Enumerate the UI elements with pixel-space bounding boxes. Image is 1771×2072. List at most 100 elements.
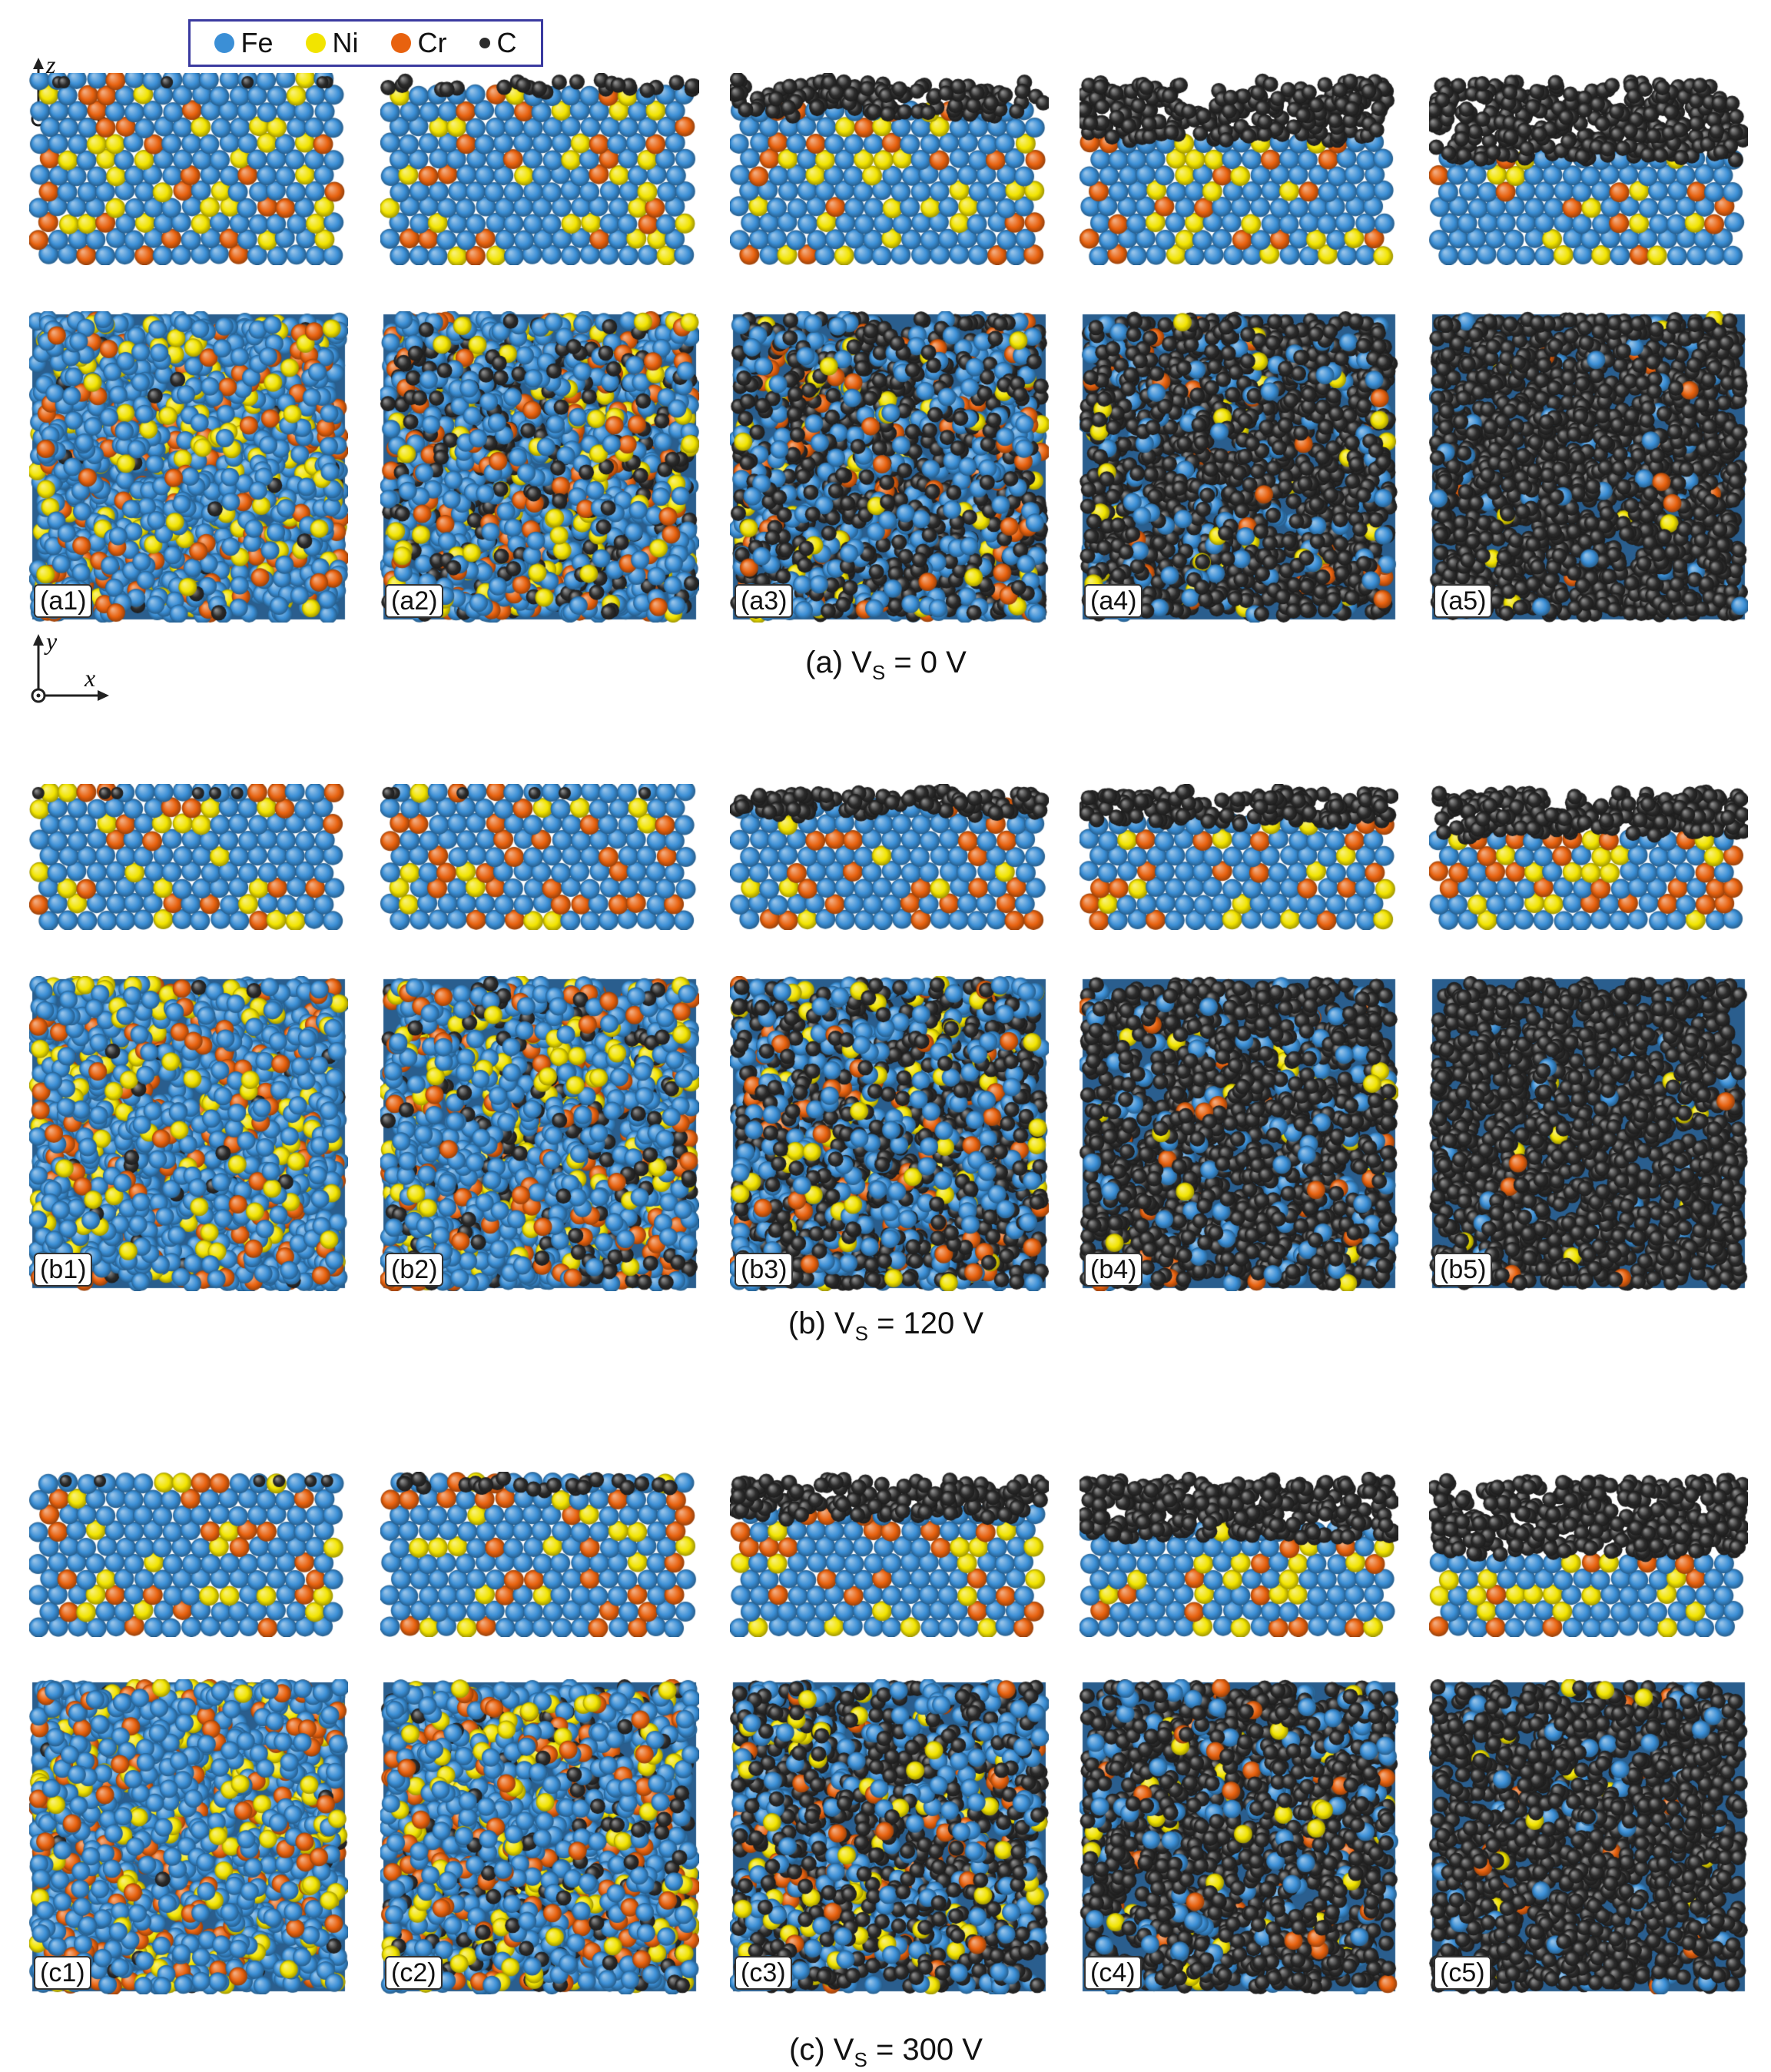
panel-label: (b1) — [34, 1253, 93, 1287]
group-caption: (c) VS = 300 V — [655, 2033, 1116, 2072]
panel-label: (c5) — [1434, 1956, 1491, 1990]
panel-label: (b4) — [1084, 1253, 1143, 1287]
top-view-render — [380, 976, 699, 1291]
top-view-render — [730, 311, 1049, 623]
element-legend: Fe Ni Cr C — [188, 19, 543, 67]
top-view-render — [380, 1679, 699, 1994]
axis-label-z: z — [46, 51, 56, 78]
side-view-panel-c3 — [730, 1472, 1049, 1637]
side-view-panel-c1 — [29, 1472, 348, 1637]
top-view-render — [730, 1679, 1049, 1994]
side-view-panel-a5 — [1429, 73, 1748, 265]
axis-label-x: x — [85, 664, 96, 692]
side-view-render — [730, 1472, 1049, 1637]
side-view-panel-b2 — [380, 784, 699, 930]
side-view-panel-b1 — [29, 784, 348, 930]
side-view-render — [380, 73, 699, 265]
legend-swatch-icon — [391, 33, 412, 53]
top-view-panel-b1: (b1) — [29, 976, 348, 1291]
legend-label: Fe — [240, 27, 274, 58]
top-view-panel-a5: (a5) — [1429, 311, 1748, 623]
panel-label: (b3) — [735, 1253, 794, 1287]
top-view-panel-b2: (b2) — [380, 976, 699, 1291]
panel-label: (a2) — [385, 584, 444, 618]
caption-subscript: S — [854, 1322, 868, 1345]
side-view-panel-a4 — [1080, 73, 1398, 265]
top-view-panel-a3: (a3) — [730, 311, 1049, 623]
top-view-panel-c2: (c2) — [380, 1679, 699, 1994]
panel-label: (a5) — [1434, 584, 1493, 618]
legend-item-cr: Cr — [391, 27, 446, 59]
top-view-render — [29, 311, 348, 623]
top-view-render — [29, 1679, 348, 1994]
panel-label: (b2) — [385, 1253, 444, 1287]
legend-item-ni: Ni — [306, 27, 358, 59]
top-view-panel-b4: (b4) — [1080, 976, 1398, 1291]
caption-subscript: S — [854, 2048, 867, 2071]
legend-label: Ni — [332, 27, 359, 58]
top-view-render — [1429, 976, 1748, 1291]
panel-label: (a1) — [34, 584, 93, 618]
top-view-panel-a4: (a4) — [1080, 311, 1398, 623]
panel-label: (c2) — [385, 1956, 443, 1990]
legend-swatch-icon — [214, 33, 235, 53]
side-view-render — [1080, 73, 1398, 265]
caption-subscript: S — [871, 661, 886, 684]
axis-label-y: y — [46, 627, 58, 655]
side-view-render — [380, 1472, 699, 1637]
top-view-panel-a2: (a2) — [380, 311, 699, 623]
top-view-axes: y x — [23, 627, 131, 722]
top-view-panel-c4: (c4) — [1080, 1679, 1398, 1994]
side-view-panel-b4 — [1080, 784, 1398, 930]
side-view-panel-a1 — [29, 73, 348, 265]
top-view-render — [29, 976, 348, 1291]
top-view-render — [1080, 311, 1398, 623]
group-caption: (b) VS = 120 V — [655, 1307, 1116, 1346]
top-view-panel-a1: (a1) — [29, 311, 348, 623]
panel-label: (a3) — [735, 584, 794, 618]
legend-item-fe: Fe — [214, 27, 274, 59]
panel-label: (c3) — [735, 1956, 792, 1990]
top-view-render — [1080, 976, 1398, 1291]
side-view-panel-c2 — [380, 1472, 699, 1637]
side-view-render — [730, 784, 1049, 930]
legend-item-c: C — [479, 27, 516, 59]
caption-suffix: = 120 V — [867, 1307, 984, 1340]
caption-prefix: (c) V — [789, 2033, 854, 2067]
legend-label: C — [496, 27, 517, 58]
side-view-render — [29, 73, 348, 265]
top-view-render — [1080, 1679, 1398, 1994]
side-view-render — [1429, 73, 1748, 265]
caption-prefix: (b) V — [788, 1307, 855, 1340]
top-view-render — [1429, 311, 1748, 623]
side-view-render — [29, 1472, 348, 1637]
top-view-panel-c3: (c3) — [730, 1679, 1049, 1994]
panel-label: (b5) — [1434, 1253, 1493, 1287]
side-view-panel-c5 — [1429, 1472, 1748, 1637]
legend-swatch-icon — [479, 38, 491, 48]
side-view-render — [29, 784, 348, 930]
side-view-render — [1080, 1472, 1398, 1637]
top-view-render — [380, 311, 699, 623]
side-view-render — [730, 73, 1049, 265]
side-view-render — [1429, 1472, 1748, 1637]
side-view-render — [1080, 784, 1398, 930]
panel-label: (a4) — [1084, 584, 1143, 618]
side-view-panel-a2 — [380, 73, 699, 265]
top-view-panel-c5: (c5) — [1429, 1679, 1748, 1994]
side-view-render — [380, 784, 699, 930]
top-view-panel-b3: (b3) — [730, 976, 1049, 1291]
caption-prefix: (a) V — [805, 646, 872, 679]
group-caption: (a) VS = 0 V — [655, 646, 1116, 685]
legend-label: Cr — [417, 27, 447, 58]
side-view-panel-a3 — [730, 73, 1049, 265]
top-view-render — [730, 976, 1049, 1291]
caption-suffix: = 300 V — [867, 2033, 983, 2067]
side-view-render — [1429, 784, 1748, 930]
legend-swatch-icon — [306, 33, 327, 53]
top-view-render — [1429, 1679, 1748, 1994]
panel-label: (c1) — [34, 1956, 91, 1990]
side-view-panel-b5 — [1429, 784, 1748, 930]
side-view-panel-b3 — [730, 784, 1049, 930]
top-view-panel-c1: (c1) — [29, 1679, 348, 1994]
